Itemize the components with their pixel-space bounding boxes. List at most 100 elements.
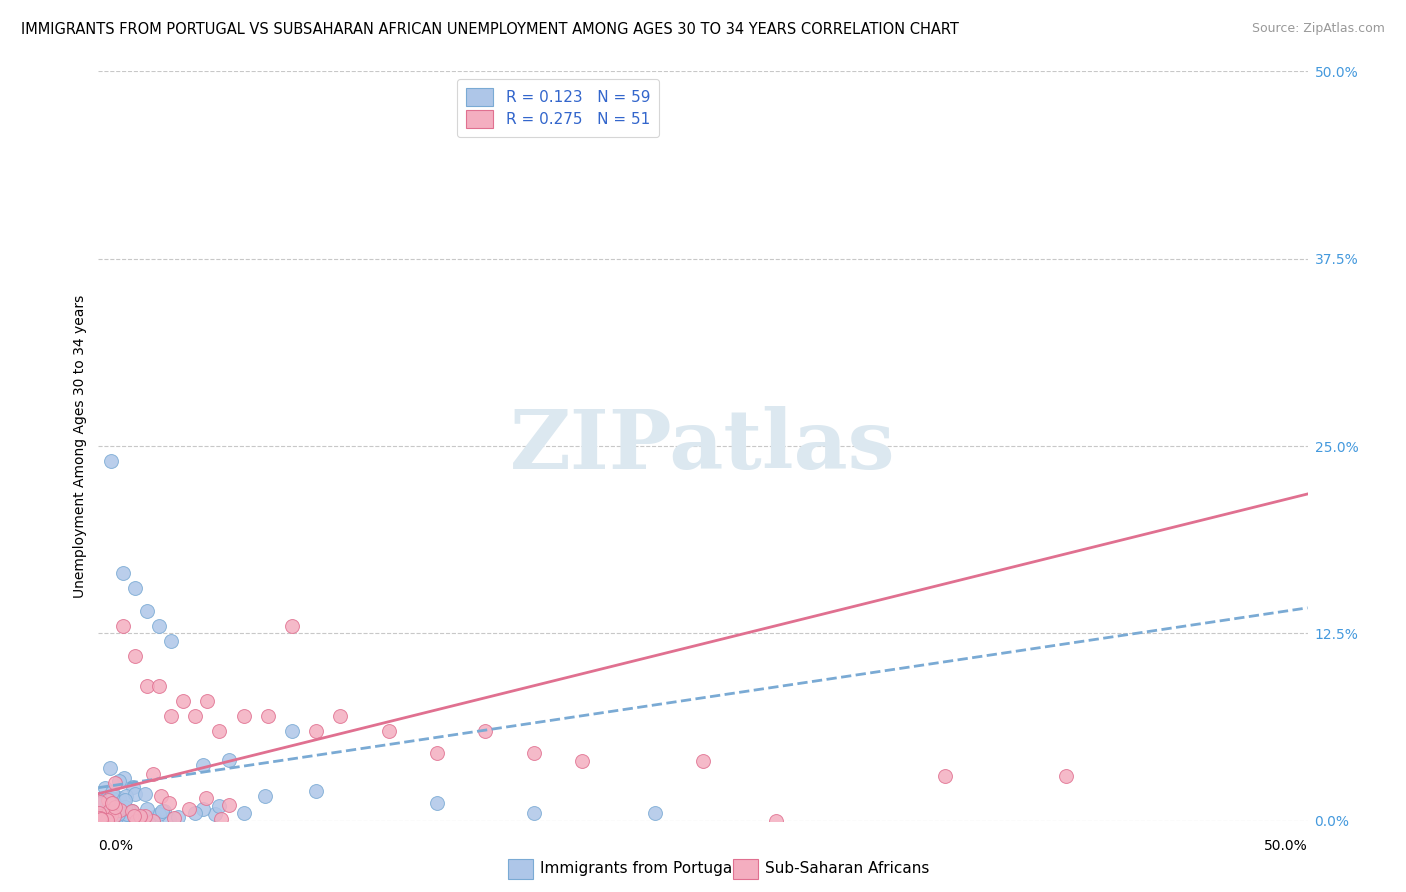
Point [474,723,496,738]
Point [256,708,278,723]
Point [426,796,449,810]
Point [90,796,112,810]
Point [934,769,956,783]
Point [89,797,111,812]
Point [184,708,207,723]
Point [117,811,139,825]
Point [124,814,146,828]
Point [160,708,183,723]
Point [160,633,183,648]
Point [98,805,121,819]
Point [114,793,136,807]
Point [134,787,156,801]
Point [115,789,138,804]
Point [97,793,120,807]
Point [103,799,125,814]
Point [127,809,149,823]
Y-axis label: Unemployment Among Ages 30 to 34 years: Unemployment Among Ages 30 to 34 years [73,294,87,598]
Point [97,793,120,807]
Point [115,806,138,821]
Point [142,814,165,828]
Point [148,679,170,693]
Legend: R = 0.123   N = 59, R = 0.275   N = 51: R = 0.123 N = 59, R = 0.275 N = 51 [457,79,659,137]
Text: Sub-Saharan Africans: Sub-Saharan Africans [765,862,929,876]
Point [195,791,218,805]
Point [89,812,111,826]
Point [87,806,110,821]
Point [143,810,166,824]
Point [90,800,112,814]
Point [100,807,122,822]
Point [157,796,180,810]
Point [90,809,112,823]
Point [191,802,214,816]
Point [117,804,139,818]
Point [128,809,150,823]
Point [121,804,143,818]
Point [136,814,159,828]
Text: Immigrants from Portugal: Immigrants from Portugal [540,862,737,876]
Point [90,812,112,826]
Point [114,813,136,827]
Point [204,807,226,822]
Point [184,806,207,821]
Point [114,800,136,814]
Point [122,780,145,794]
Point [111,566,134,581]
Point [305,783,328,797]
Point [124,648,146,663]
Point [104,803,127,817]
Text: 50.0%: 50.0% [1264,839,1308,854]
Point [166,810,188,824]
Point [692,754,714,768]
Point [232,708,254,723]
Point [112,771,135,785]
Point [100,454,122,468]
Point [208,723,231,738]
Point [96,813,118,827]
Point [150,804,173,818]
Point [111,619,134,633]
Point [571,754,593,768]
Point [150,789,173,803]
Point [523,806,546,821]
Point [377,723,399,738]
Point [120,811,142,825]
Point [142,767,165,781]
Point [765,814,787,828]
Text: Source: ZipAtlas.com: Source: ZipAtlas.com [1251,22,1385,36]
Point [124,582,146,596]
Point [135,802,157,816]
Point [644,806,666,821]
Point [157,812,180,826]
Point [97,802,120,816]
Point [177,802,200,816]
Point [101,797,124,811]
Point [153,804,176,818]
Point [232,806,254,821]
Point [135,679,157,693]
Point [148,619,170,633]
Point [208,798,231,813]
Point [93,780,115,795]
Point [124,809,146,823]
Point [523,746,546,760]
Point [101,800,124,814]
Point [162,811,184,825]
Point [426,746,449,760]
Point [124,787,146,801]
Point [191,757,214,772]
Point [218,797,240,812]
Point [107,806,129,821]
Point [110,803,132,817]
Point [253,789,276,804]
Point [103,809,125,823]
Point [101,785,124,799]
Point [118,804,141,818]
Point [107,807,129,822]
Point [281,619,304,633]
Point [218,753,240,767]
Point [105,803,128,817]
Point [134,809,156,823]
Point [104,776,127,790]
